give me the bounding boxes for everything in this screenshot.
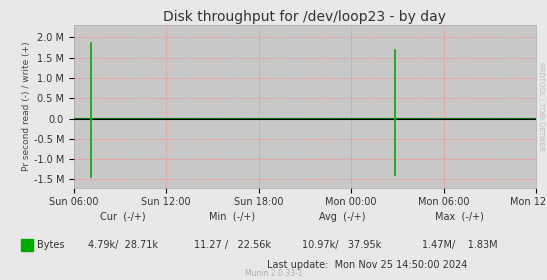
Text: Bytes: Bytes [37,240,65,250]
Text: 11.27 /   22.56k: 11.27 / 22.56k [194,240,271,250]
Text: Avg  (-/+): Avg (-/+) [318,212,365,222]
Text: Cur  (-/+): Cur (-/+) [100,212,146,222]
Y-axis label: Pr second read (-) / write (+): Pr second read (-) / write (+) [22,42,31,171]
Text: Munin 2.0.33-1: Munin 2.0.33-1 [245,269,302,278]
Text: 4.79k/  28.71k: 4.79k/ 28.71k [88,240,158,250]
Text: RRDTOOL / TOBI OETIKER: RRDTOOL / TOBI OETIKER [538,62,544,151]
Title: Disk throughput for /dev/loop23 - by day: Disk throughput for /dev/loop23 - by day [164,10,446,24]
Text: Max  (-/+): Max (-/+) [435,212,484,222]
Text: Last update:  Mon Nov 25 14:50:00 2024: Last update: Mon Nov 25 14:50:00 2024 [267,260,468,270]
Text: Min  (-/+): Min (-/+) [210,212,255,222]
Text: 1.47M/    1.83M: 1.47M/ 1.83M [422,240,497,250]
Text: 10.97k/   37.95k: 10.97k/ 37.95k [302,240,381,250]
